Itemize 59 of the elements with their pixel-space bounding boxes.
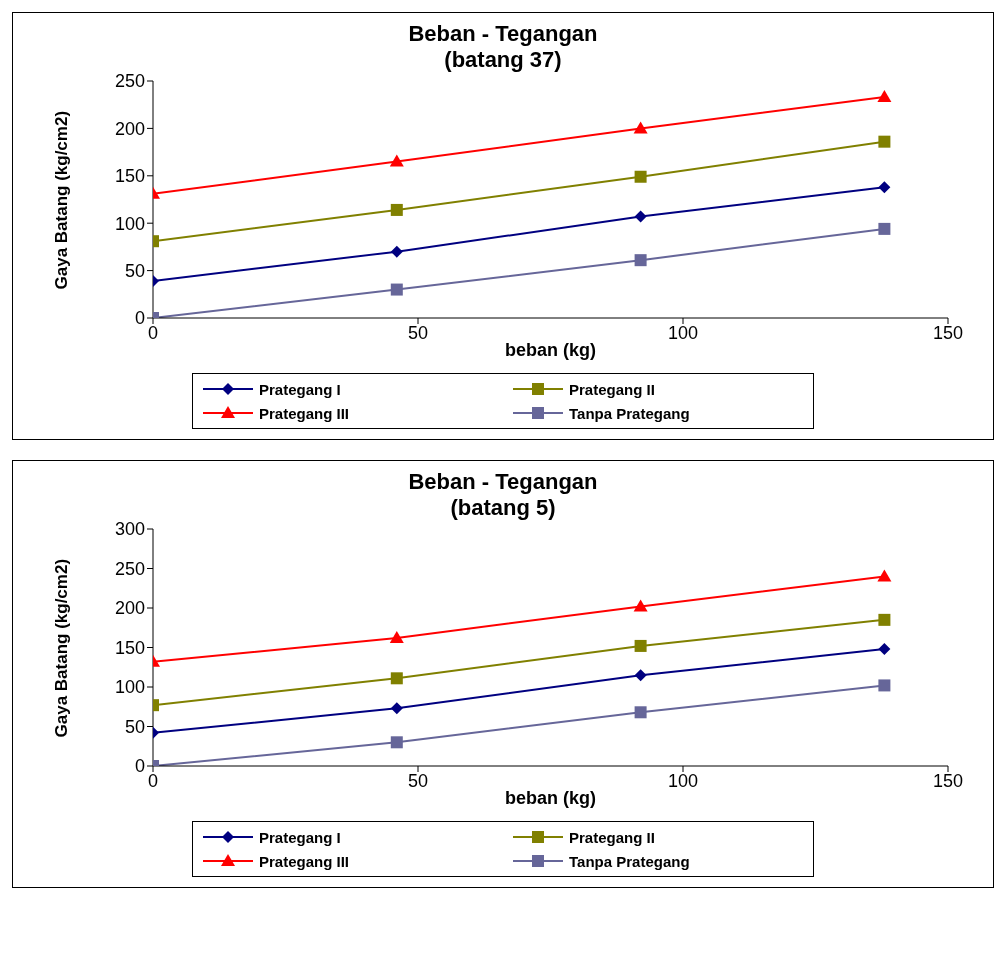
y-tick-label: 150: [114, 637, 145, 658]
x-tick-label: 0: [147, 322, 159, 343]
legend-label: Tanpa Prategang: [569, 852, 690, 870]
point: [878, 135, 891, 148]
point: [634, 210, 647, 223]
point: [634, 254, 647, 267]
legend-label: Prategang II: [569, 828, 655, 846]
x-tick-label: 150: [932, 770, 964, 791]
x-tick-label: 100: [667, 770, 699, 791]
x-axis-title: beban (kg): [504, 788, 597, 808]
x-tick-label: 100: [667, 322, 699, 343]
legend-label: Prategang I: [259, 828, 341, 846]
legend-label: Prategang I: [259, 380, 341, 398]
point: [634, 706, 647, 719]
point: [877, 90, 892, 103]
y-tick-label: 200: [114, 598, 145, 619]
point: [633, 121, 648, 134]
point: [390, 203, 403, 216]
point: [633, 599, 648, 612]
point: [634, 669, 647, 682]
chart-title: Beban - Tegangan (batang 5): [407, 469, 599, 521]
point: [877, 569, 892, 582]
point: [389, 154, 404, 167]
y-tick-label: 0: [134, 756, 145, 777]
legend-label: Prategang III: [259, 404, 350, 422]
y-tick-label: 100: [114, 213, 145, 234]
y-tick-label: 250: [114, 71, 145, 92]
x-axis-title: beban (kg): [504, 340, 597, 360]
point: [634, 639, 647, 652]
point: [390, 283, 403, 296]
point: [878, 181, 891, 194]
x-tick-label: 150: [932, 322, 964, 343]
y-tick-label: 150: [114, 166, 145, 187]
x-tick-label: 0: [147, 770, 159, 791]
y-tick-label: 50: [124, 260, 145, 281]
y-axis-title: Gaya Batang (kg/cm2): [52, 558, 72, 738]
point: [389, 631, 404, 644]
point: [390, 245, 403, 258]
chart-title: Beban - Tegangan (batang 37): [407, 21, 599, 73]
legend-label: Prategang II: [569, 380, 655, 398]
y-tick-label: 300: [114, 519, 145, 540]
legend-label: Prategang III: [259, 852, 350, 870]
point: [390, 702, 403, 715]
y-tick-label: 100: [114, 677, 145, 698]
point: [878, 222, 891, 235]
y-tick-label: 0: [134, 308, 145, 329]
y-tick-label: 50: [124, 716, 145, 737]
point: [390, 672, 403, 685]
x-tick-label: 50: [407, 770, 429, 791]
y-axis-title: Gaya Batang (kg/cm2): [52, 110, 72, 290]
y-tick-label: 250: [114, 558, 145, 579]
legend-label: Tanpa Prategang: [569, 404, 690, 422]
point: [878, 643, 891, 656]
point: [634, 170, 647, 183]
point: [878, 613, 891, 626]
point: [390, 736, 403, 749]
x-tick-label: 50: [407, 322, 429, 343]
y-tick-label: 200: [114, 118, 145, 139]
point: [878, 679, 891, 692]
